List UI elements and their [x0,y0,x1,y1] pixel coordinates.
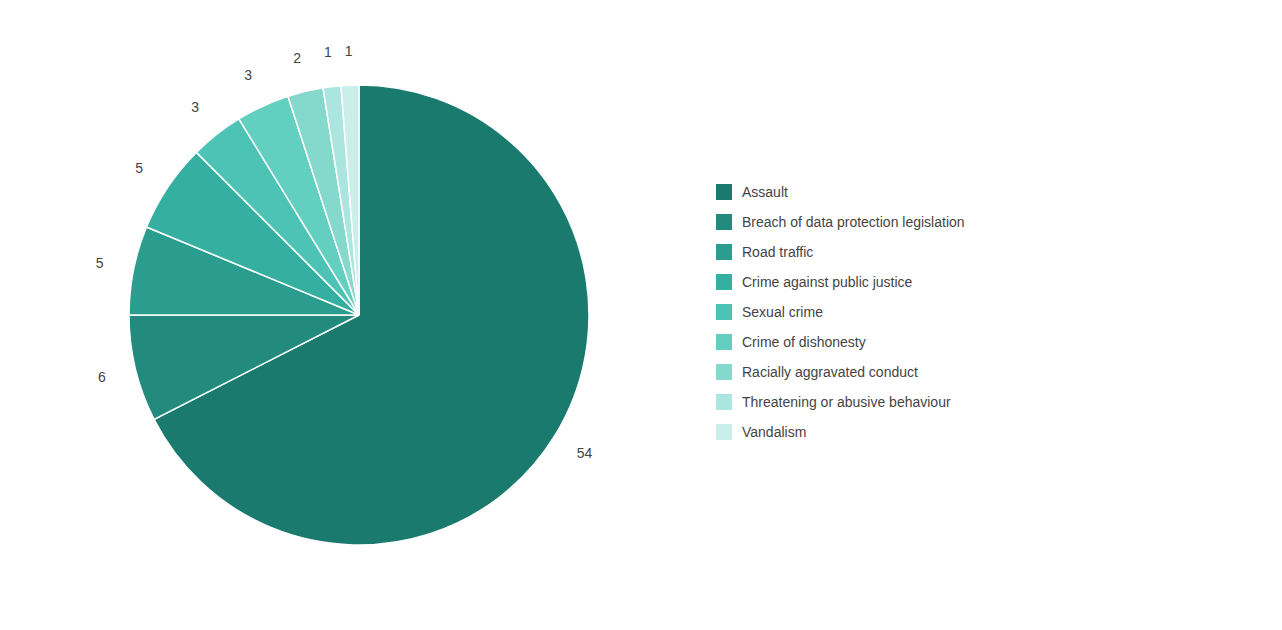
legend-item: Sexual crime [716,304,823,320]
legend-item: Assault [716,184,788,200]
pie-slice [341,85,359,315]
pie-slice [323,86,359,315]
data-labels: 54 6 5 5 3 3 2 11 [96,43,593,461]
legend-item: Threatening or abusive behaviour [716,394,951,410]
legend-item: Crime of dishonesty [716,334,866,350]
legend-swatch [716,244,732,260]
legend-item: Road traffic [716,244,813,260]
legend-swatch [716,304,732,320]
data-label: 54 [577,445,593,461]
legend-swatch [716,184,732,200]
legend-swatch [716,334,732,350]
legend-label: Crime of dishonesty [742,334,866,350]
legend-label: Crime against public justice [742,274,913,290]
legend-label: Road traffic [742,244,813,260]
legend-swatch [716,214,732,230]
data-label: 1 [324,44,332,60]
legend-item: Vandalism [716,424,806,440]
legend-label: Racially aggravated conduct [742,364,918,380]
data-label: 3 [191,99,199,115]
legend-swatch [716,424,732,440]
legend-label: Vandalism [742,424,806,440]
pie [129,85,589,545]
legend-swatch [716,274,732,290]
legend-item: Breach of data protection legislation [716,214,965,230]
data-label: 3 [244,67,252,83]
legend-label: Threatening or abusive behaviour [742,394,951,410]
data-label: 5 [96,255,104,271]
data-label: 2 [293,50,301,66]
legend: Assault Breach of data protection legisla… [716,184,965,440]
chart: 54 6 5 5 3 3 2 11 Assault Breach of data protecti… [0,0,1282,630]
legend-swatch [716,394,732,410]
legend-label: Assault [742,184,788,200]
legend-swatch [716,364,732,380]
legend-label: Sexual crime [742,304,823,320]
data-label: 6 [98,369,106,385]
legend-label: Breach of data protection legislation [742,214,965,230]
pie-slice [129,315,359,419]
legend-item: Crime against public justice [716,274,913,290]
data-label: 1 [345,43,353,59]
data-label: 5 [135,160,143,176]
legend-item: Racially aggravated conduct [716,364,918,380]
